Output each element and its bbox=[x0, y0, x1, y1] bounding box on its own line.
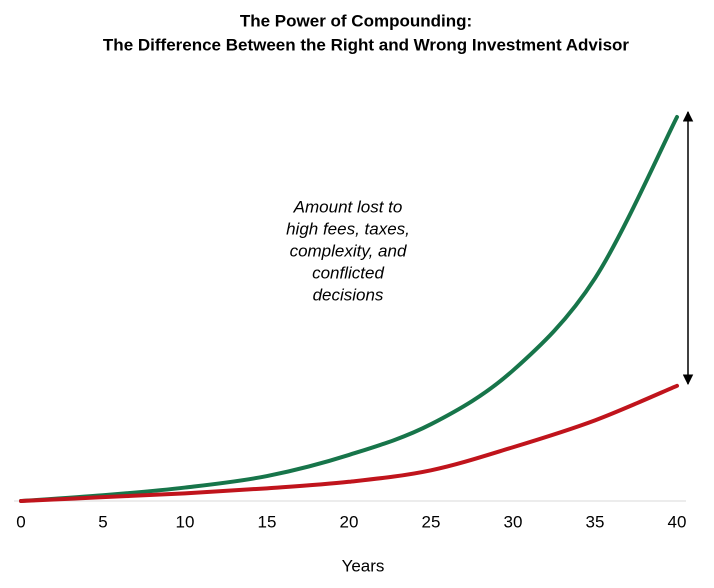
x-axis-label: Years bbox=[342, 556, 385, 575]
annotation: high fees, taxes, bbox=[286, 219, 410, 238]
x-tick-label: 5 bbox=[98, 512, 107, 531]
annotation: decisions bbox=[313, 285, 384, 304]
x-tick-label: 15 bbox=[258, 512, 277, 531]
line-series bbox=[19, 115, 679, 503]
x-tick-label: 0 bbox=[16, 512, 25, 531]
chart-subtitle: The Difference Between the Right and Wro… bbox=[103, 35, 630, 54]
x-tick-label: 35 bbox=[586, 512, 605, 531]
x-tick-label: 40 bbox=[668, 512, 687, 531]
annotation: conflicted bbox=[312, 263, 384, 282]
annotation: Amount lost to bbox=[293, 197, 403, 216]
chart-title: The Power of Compounding: bbox=[240, 11, 472, 30]
x-tick-label: 10 bbox=[176, 512, 195, 531]
x-tick-label: 20 bbox=[340, 512, 359, 531]
line-series bbox=[19, 383, 679, 503]
annotation: complexity, and bbox=[290, 241, 407, 260]
x-tick-label: 25 bbox=[422, 512, 441, 531]
x-tick-label: 30 bbox=[504, 512, 523, 531]
